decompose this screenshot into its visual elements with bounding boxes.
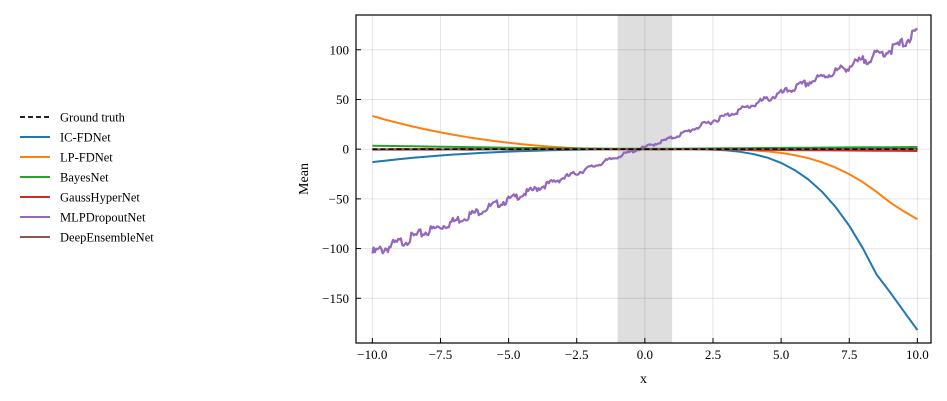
legend-label: LP-FDNet — [60, 151, 113, 165]
x-tick-label: 2.5 — [705, 347, 721, 362]
x-tick-label: −2.5 — [565, 347, 589, 362]
x-tick-label: 10.0 — [906, 347, 929, 362]
x-tick-label: 7.5 — [841, 347, 857, 362]
legend-label: Ground truth — [60, 111, 126, 125]
x-tick-label: −7.5 — [429, 347, 453, 362]
plot-frame — [355, 14, 932, 344]
y-tick-label: 50 — [336, 92, 349, 107]
legend-label: IC-FDNet — [60, 131, 111, 145]
series-line-mlpdropoutnet — [371, 28, 918, 255]
y-axis-label: Mean — [297, 163, 312, 195]
x-axis-label: x — [640, 372, 647, 387]
x-tick-label: 5.0 — [773, 347, 789, 362]
shaded-region — [617, 15, 673, 343]
x-tick-label: −5.0 — [497, 347, 521, 362]
x-tick-label: 0.0 — [637, 347, 653, 362]
y-tick-label: 100 — [330, 42, 350, 57]
legend: Ground truth IC-FDNet LP-FDNet BayesNet Gaus… — [20, 111, 154, 245]
y-tick-label: −50 — [329, 191, 349, 206]
x-tick-label: −10.0 — [357, 347, 387, 362]
legend-label: GaussHyperNet — [60, 191, 140, 205]
legend-label: BayesNet — [60, 171, 109, 185]
y-tick-label: −150 — [322, 291, 349, 306]
y-tick-label: −100 — [322, 241, 349, 256]
legend-label: DeepEnsembleNet — [60, 231, 154, 245]
y-tick-label: 0 — [343, 142, 350, 157]
legend-label: MLPDropoutNet — [60, 211, 146, 225]
